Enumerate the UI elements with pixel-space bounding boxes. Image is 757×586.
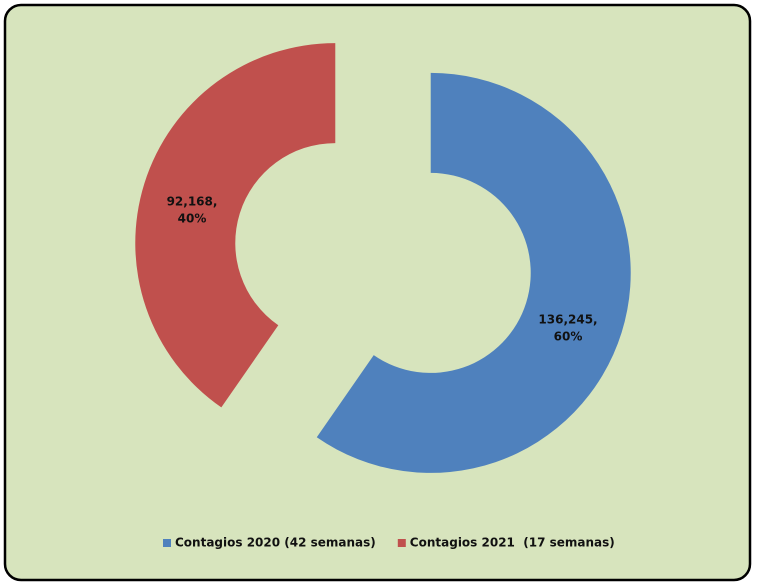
data-label: 136,245, xyxy=(538,313,597,327)
data-label: 60% xyxy=(554,330,583,344)
data-label: 92,168, xyxy=(167,195,218,209)
data-label: 40% xyxy=(178,212,207,226)
chart-area xyxy=(3,3,752,582)
donut-slice xyxy=(135,43,336,408)
legend-label: Contagios 2021 (17 semanas) xyxy=(410,536,615,550)
legend-swatch xyxy=(397,539,406,547)
legend-label: Contagios 2020 (42 semanas) xyxy=(175,536,376,550)
legend-swatch xyxy=(163,539,171,547)
donut-slice xyxy=(316,72,631,473)
